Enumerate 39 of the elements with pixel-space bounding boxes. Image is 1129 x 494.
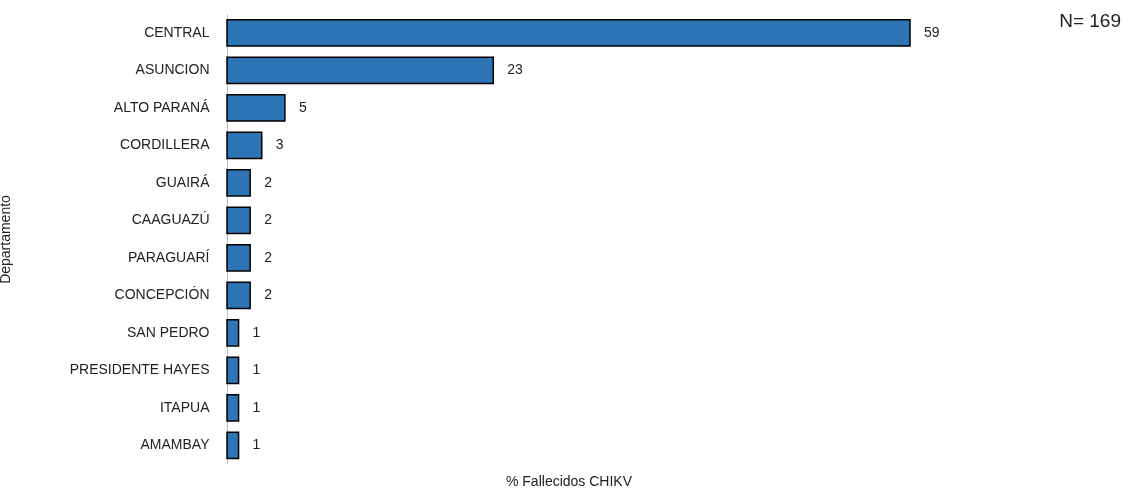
bar: [226, 56, 494, 85]
y-tick-label: ITAPUA: [159, 398, 211, 415]
bar: [226, 393, 240, 422]
bar: [226, 131, 263, 160]
y-tick-label: ASUNCION: [135, 61, 210, 78]
y-tick-label: CORDILLERA: [120, 136, 211, 153]
data-label: 5: [298, 98, 307, 115]
data-label: 1: [252, 436, 261, 453]
bar: [226, 18, 911, 47]
y-tick-label: AMAMBAY: [140, 436, 211, 453]
y-axis-title: Departamento: [0, 194, 13, 284]
bar: [226, 356, 240, 385]
y-tick-label: SAN PEDRO: [127, 323, 210, 340]
y-tick-label: GUAIRÁ: [155, 173, 211, 190]
data-label: 3: [275, 136, 284, 153]
x-axis-title: % Fallecidos CHIKV: [505, 472, 633, 489]
bar: [226, 318, 240, 347]
data-label: 1: [252, 323, 261, 340]
bar: [226, 206, 251, 235]
y-tick-label: PRESIDENTE HAYES: [69, 361, 210, 378]
data-label: 2: [264, 173, 273, 190]
data-label: 2: [264, 248, 273, 265]
data-label: 2: [264, 286, 273, 303]
bar: [226, 243, 251, 272]
bar: [226, 93, 286, 122]
text: N= 169: [1059, 10, 1121, 32]
y-tick-label: CONCEPCIÓN: [114, 286, 210, 303]
data-label: 1: [252, 361, 261, 378]
data-label: 1: [252, 398, 261, 415]
data-label: 2: [264, 211, 273, 228]
data-label: 59: [924, 23, 940, 40]
bar: [226, 281, 251, 310]
data-label: 23: [507, 61, 524, 78]
y-tick-label: ALTO PARANÁ: [113, 98, 211, 115]
y-tick-label: CENTRAL: [144, 23, 210, 40]
bar: [226, 168, 251, 197]
y-tick-label: CAAGUAZÚ: [131, 211, 210, 228]
bar: [226, 431, 240, 460]
y-tick-label: PARAGUARÍ: [128, 248, 210, 265]
